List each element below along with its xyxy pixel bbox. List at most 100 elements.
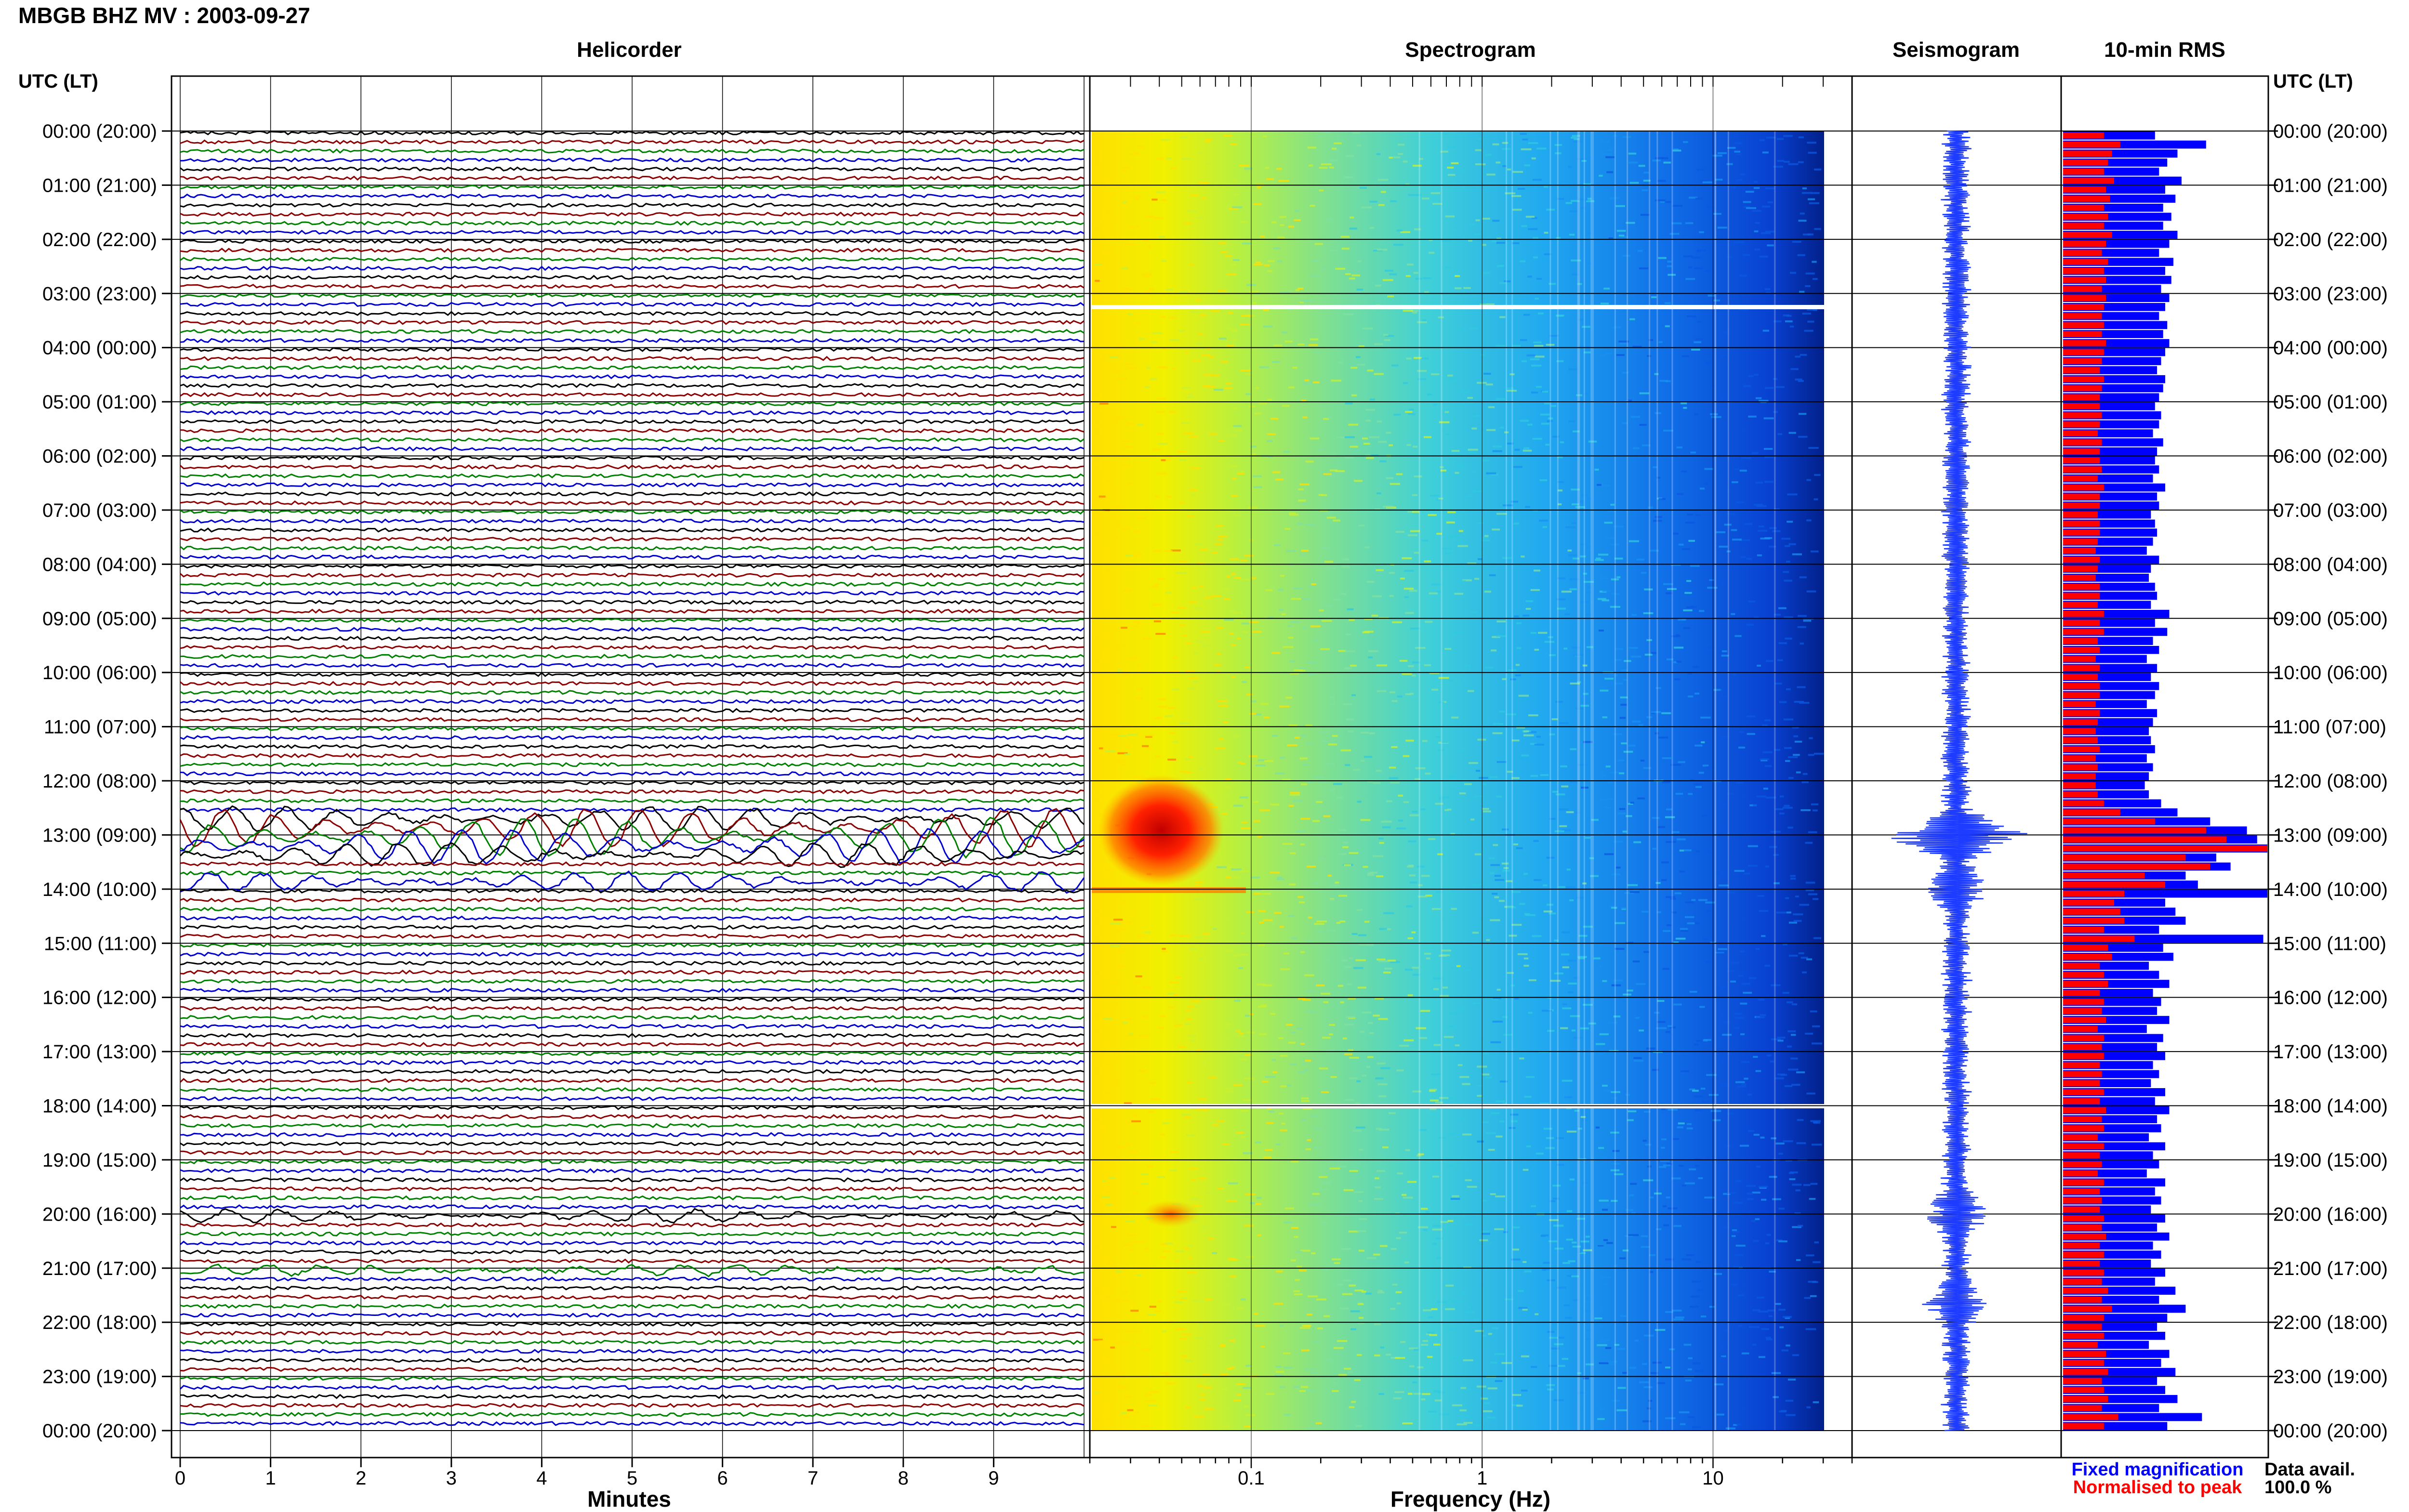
helicorder-trace — [180, 933, 1085, 939]
helicorder-trace — [180, 275, 1085, 280]
rms-bar-normalised — [2063, 881, 2165, 888]
helicorder-trace — [180, 915, 1085, 921]
rms-bar-normalised — [2063, 592, 2100, 599]
time-label: 02:00 (22:00) — [2273, 229, 2388, 250]
minute-tick-label: 6 — [717, 1468, 728, 1489]
rms-bar-normalised — [2063, 1296, 2102, 1303]
helicorder-trace — [180, 1060, 1085, 1065]
helicorder-trace — [180, 1367, 1085, 1372]
helicorder-trace — [180, 978, 1085, 984]
helicorder-trace — [180, 248, 1085, 253]
helicorder-trace — [180, 1394, 1085, 1399]
rms-bar-normalised — [2063, 322, 2104, 329]
frequency-tick-label: 1 — [1477, 1468, 1487, 1489]
rms-bar-normalised — [2063, 1080, 2100, 1087]
helicorder-trace — [180, 735, 1085, 740]
helicorder-trace — [180, 410, 1085, 415]
helicorder-trace — [180, 828, 1085, 865]
helicorder-trace — [180, 265, 1085, 271]
helicorder-trace — [180, 1168, 1085, 1174]
helicorder-trace — [180, 455, 1085, 460]
helicorder-trace — [180, 482, 1085, 488]
helicorder-trace — [180, 437, 1085, 443]
minute-tick-label: 1 — [265, 1468, 276, 1489]
rms-bar-normalised — [2063, 1071, 2102, 1078]
rms-bar-normalised — [2063, 1089, 2104, 1095]
helicorder-trace — [180, 1240, 1085, 1246]
time-label: 17:00 (13:00) — [42, 1041, 157, 1063]
helicorder-trace — [180, 635, 1085, 641]
rms-bar-normalised — [2063, 1396, 2108, 1402]
rms-bar-normalised — [2063, 475, 2098, 482]
time-label: 14:00 (10:00) — [42, 879, 157, 900]
rms-bar-normalised — [2063, 683, 2100, 689]
helicorder-trace — [180, 374, 1085, 380]
rms-bar-normalised — [2063, 430, 2098, 437]
rms-bar-normalised — [2063, 1026, 2098, 1032]
helicorder-traces — [179, 130, 1085, 1426]
rms-bar-normalised — [2063, 403, 2100, 409]
rms-bar-normalised — [2063, 854, 2186, 861]
rms-bar-normalised — [2063, 1170, 2098, 1177]
time-label: 15:00 (11:00) — [44, 933, 157, 954]
helicorder-trace — [180, 1006, 1085, 1011]
rms-bar-normalised — [2063, 223, 2104, 229]
rms-bar-normalised — [2063, 186, 2106, 193]
helicorder-trace — [180, 870, 1085, 894]
rms-bar-normalised — [2063, 619, 2100, 626]
helicorder-trace — [180, 608, 1085, 614]
minute-tick-label: 0 — [175, 1468, 185, 1489]
time-label: 06:00 (02:00) — [42, 446, 157, 467]
data-availability-value: 100.0 % — [2264, 1477, 2331, 1498]
rms-bar-normalised — [2063, 918, 2125, 924]
helicorder-trace — [180, 221, 1085, 226]
helicorder-trace — [180, 1195, 1085, 1201]
rms-bar-normalised — [2063, 611, 2104, 617]
time-label: 22:00 (18:00) — [2273, 1312, 2388, 1333]
helicorder-trace — [180, 1231, 1085, 1237]
time-label: 18:00 (14:00) — [2273, 1096, 2388, 1117]
time-label: 11:00 (07:00) — [2273, 717, 2386, 738]
helicorder-trace — [180, 311, 1085, 316]
rms-bar-normalised — [2063, 439, 2102, 446]
helicorder-trace — [180, 1313, 1085, 1318]
rms-bar-normalised — [2063, 213, 2108, 220]
time-label: 21:00 (17:00) — [2273, 1258, 2388, 1279]
helicorder-trace — [180, 527, 1085, 533]
helicorder-trace — [180, 1150, 1085, 1156]
helicorder-trace — [180, 365, 1085, 370]
rms-bar-normalised — [2063, 638, 2098, 644]
helicorder-trace — [180, 1421, 1085, 1426]
helicorder-trace — [180, 681, 1085, 686]
time-label: 10:00 (06:00) — [2273, 662, 2388, 684]
helicorder-trace — [180, 202, 1085, 208]
rms-bar-normalised — [2063, 972, 2104, 978]
rms-bar-normalised — [2063, 1116, 2102, 1122]
helicorder-trace — [180, 292, 1085, 298]
rms-bar-normalised — [2063, 295, 2106, 301]
rms-bar-normalised — [2063, 953, 2112, 960]
seismogram-traces — [1891, 130, 2027, 1432]
helicorder-trace — [180, 960, 1085, 966]
rms-bar-normalised — [2063, 1305, 2112, 1312]
helicorder-trace — [180, 1285, 1085, 1291]
rms-bar-normalised — [2063, 1161, 2102, 1168]
time-label: 12:00 (08:00) — [42, 771, 157, 792]
helicorder-trace — [180, 536, 1085, 542]
helicorder-trace — [180, 1087, 1085, 1092]
rms-bar-normalised — [2063, 890, 2125, 897]
rms-bar-normalised — [2063, 656, 2096, 662]
rms-bar-normalised — [2063, 367, 2100, 373]
helicorder-trace — [180, 139, 1085, 145]
rms-bar-normalised — [2063, 646, 2100, 653]
helicorder-trace — [180, 175, 1085, 181]
time-label: 04:00 (00:00) — [2273, 338, 2388, 359]
helicorder-trace — [180, 1222, 1085, 1228]
rms-bar-normalised — [2063, 1215, 2104, 1222]
helicorder-trace — [180, 419, 1085, 424]
helicorder-trace — [180, 805, 1085, 832]
rms-bar-normalised — [2063, 692, 2100, 698]
rms-bar-normalised — [2063, 575, 2096, 581]
rms-bar-normalised — [2063, 827, 2206, 834]
